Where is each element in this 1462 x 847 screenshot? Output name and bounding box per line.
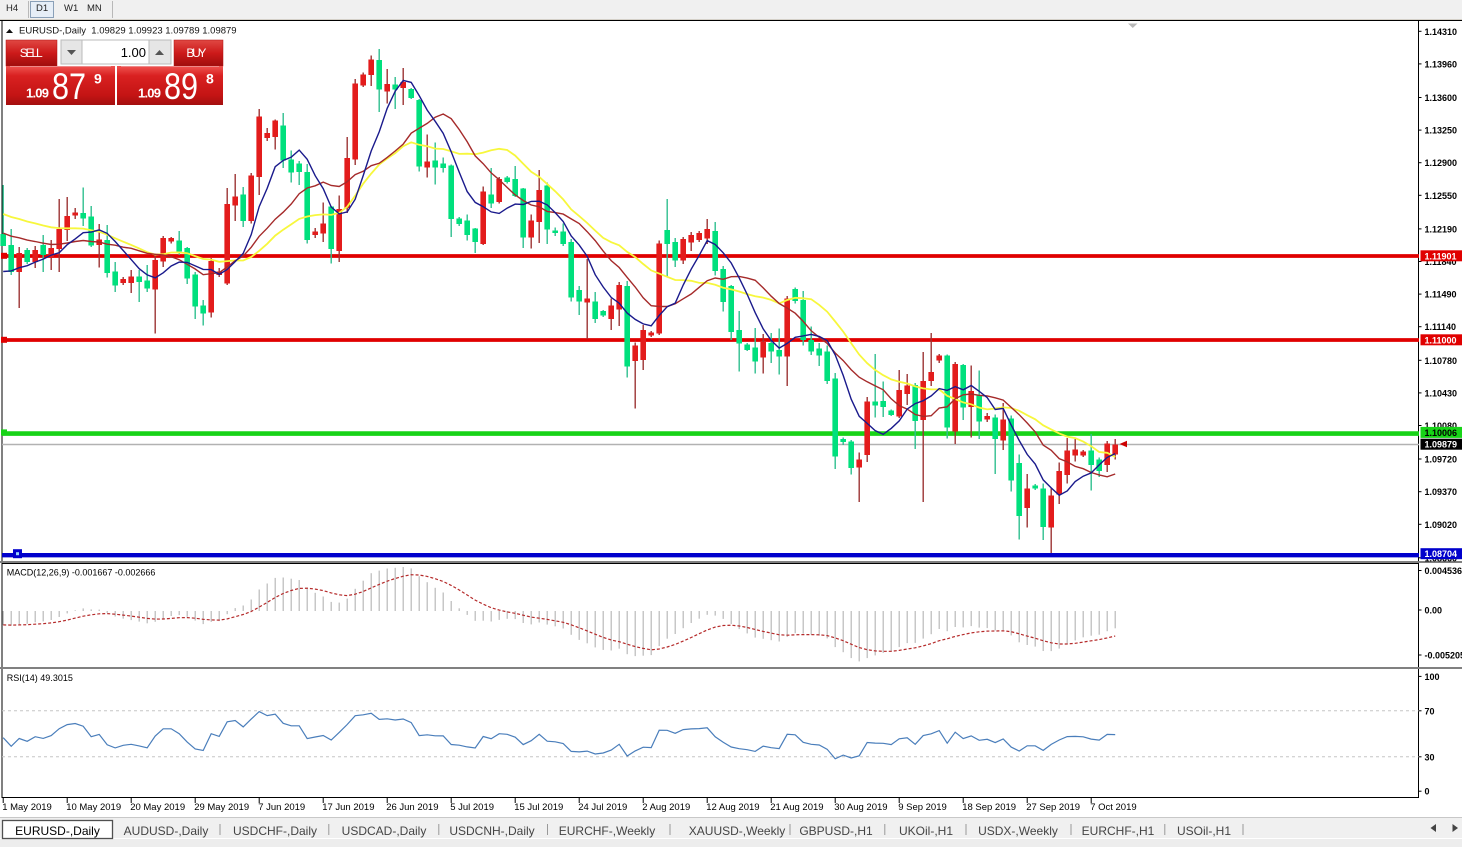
svg-text:15 Jul 2019: 15 Jul 2019 bbox=[514, 802, 563, 813]
svg-text:87: 87 bbox=[52, 66, 86, 107]
svg-text:AUDUSD-,Daily: AUDUSD-,Daily bbox=[124, 824, 209, 838]
svg-text:1.09: 1.09 bbox=[26, 86, 49, 101]
svg-text:USDX-,Weekly: USDX-,Weekly bbox=[978, 824, 1058, 838]
svg-text:EURCHF-,H1: EURCHF-,H1 bbox=[1082, 824, 1155, 838]
svg-text:RSI(14) 49.3015: RSI(14) 49.3015 bbox=[7, 673, 73, 683]
svg-text:17 Jun 2019: 17 Jun 2019 bbox=[322, 802, 374, 813]
svg-text:1.11000: 1.11000 bbox=[1425, 335, 1457, 345]
svg-text:UKOil-,H1: UKOil-,H1 bbox=[899, 824, 953, 838]
svg-text:1.13250: 1.13250 bbox=[1425, 126, 1458, 136]
svg-text:5 Jul 2019: 5 Jul 2019 bbox=[450, 802, 494, 813]
svg-text:GBPUSD-,H1: GBPUSD-,H1 bbox=[799, 824, 873, 838]
svg-text:SELL: SELL bbox=[20, 46, 43, 60]
svg-text:H4: H4 bbox=[6, 3, 18, 14]
svg-text:12 Aug 2019: 12 Aug 2019 bbox=[706, 802, 759, 813]
svg-text:21 Aug 2019: 21 Aug 2019 bbox=[770, 802, 823, 813]
svg-text:EURUSD-,Daily 1.09829 1.09923: EURUSD-,Daily 1.09829 1.09923 1.09789 1.… bbox=[19, 26, 237, 37]
svg-text:1.00: 1.00 bbox=[121, 45, 146, 60]
svg-text:USDCHF-,Daily: USDCHF-,Daily bbox=[233, 824, 317, 838]
svg-text:1.09370: 1.09370 bbox=[1425, 487, 1458, 497]
svg-text:1.10006: 1.10006 bbox=[1425, 428, 1458, 438]
svg-text:26 Jun 2019: 26 Jun 2019 bbox=[386, 802, 438, 813]
svg-text:100: 100 bbox=[1425, 672, 1440, 682]
svg-text:30 Aug 2019: 30 Aug 2019 bbox=[834, 802, 887, 813]
svg-text:1.09020: 1.09020 bbox=[1425, 520, 1458, 530]
svg-text:1.10430: 1.10430 bbox=[1425, 388, 1458, 398]
svg-text:1.14310: 1.14310 bbox=[1425, 27, 1458, 37]
svg-text:1.09879: 1.09879 bbox=[1425, 440, 1458, 450]
svg-text:1.10080: 1.10080 bbox=[1425, 421, 1458, 431]
svg-text:-0.005205: -0.005205 bbox=[1425, 651, 1462, 661]
svg-text:1.13600: 1.13600 bbox=[1425, 93, 1458, 103]
svg-text:1.09720: 1.09720 bbox=[1425, 455, 1458, 465]
svg-text:EURUSD-,Daily: EURUSD-,Daily bbox=[15, 824, 100, 838]
svg-text:BUY: BUY bbox=[186, 46, 206, 60]
svg-text:27 Sep 2019: 27 Sep 2019 bbox=[1026, 802, 1080, 813]
svg-text:9: 9 bbox=[94, 71, 102, 87]
svg-text:1.10780: 1.10780 bbox=[1425, 356, 1458, 366]
svg-text:24 Jul 2019: 24 Jul 2019 bbox=[578, 802, 627, 813]
svg-text:9 Sep 2019: 9 Sep 2019 bbox=[898, 802, 947, 813]
svg-text:20 May 2019: 20 May 2019 bbox=[130, 802, 185, 813]
svg-text:1.12550: 1.12550 bbox=[1425, 191, 1458, 201]
svg-text:1.11490: 1.11490 bbox=[1425, 290, 1457, 300]
svg-text:89: 89 bbox=[164, 66, 198, 107]
svg-text:1.12900: 1.12900 bbox=[1425, 158, 1458, 168]
svg-text:1.12190: 1.12190 bbox=[1425, 224, 1458, 234]
svg-text:29 May 2019: 29 May 2019 bbox=[194, 802, 249, 813]
svg-text:1.09: 1.09 bbox=[138, 86, 161, 101]
svg-text:8: 8 bbox=[206, 71, 214, 87]
svg-text:1.13960: 1.13960 bbox=[1425, 59, 1458, 69]
svg-text:USDCNH-,Daily: USDCNH-,Daily bbox=[449, 824, 534, 838]
svg-text:2 Aug 2019: 2 Aug 2019 bbox=[642, 802, 690, 813]
svg-text:0.004536: 0.004536 bbox=[1425, 566, 1462, 576]
svg-text:1 May 2019: 1 May 2019 bbox=[2, 802, 52, 813]
svg-text:18 Sep 2019: 18 Sep 2019 bbox=[962, 802, 1016, 813]
svg-text:30: 30 bbox=[1425, 752, 1435, 762]
svg-text:1.11140: 1.11140 bbox=[1425, 322, 1457, 332]
svg-text:7 Jun 2019: 7 Jun 2019 bbox=[258, 802, 305, 813]
svg-text:MACD(12,26,9) -0.001667 -0.002: MACD(12,26,9) -0.001667 -0.002666 bbox=[7, 568, 156, 578]
svg-text:1.08704: 1.08704 bbox=[1425, 549, 1458, 559]
svg-text:D1: D1 bbox=[36, 3, 48, 14]
svg-text:EURCHF-,Weekly: EURCHF-,Weekly bbox=[559, 824, 655, 838]
svg-text:MN: MN bbox=[87, 3, 102, 14]
svg-text:XAUUSD-,Weekly: XAUUSD-,Weekly bbox=[689, 824, 785, 838]
svg-text:USDCAD-,Daily: USDCAD-,Daily bbox=[342, 824, 427, 838]
svg-text:0: 0 bbox=[1425, 787, 1430, 797]
svg-text:10 May 2019: 10 May 2019 bbox=[66, 802, 121, 813]
svg-text:70: 70 bbox=[1425, 706, 1435, 716]
svg-text:W1: W1 bbox=[64, 3, 78, 14]
svg-text:1.11901: 1.11901 bbox=[1425, 251, 1457, 261]
svg-text:7 Oct 2019: 7 Oct 2019 bbox=[1090, 802, 1136, 813]
svg-text:USOil-,H1: USOil-,H1 bbox=[1177, 824, 1231, 838]
svg-text:0.00: 0.00 bbox=[1425, 606, 1443, 616]
svg-text:1.11840: 1.11840 bbox=[1425, 257, 1457, 267]
